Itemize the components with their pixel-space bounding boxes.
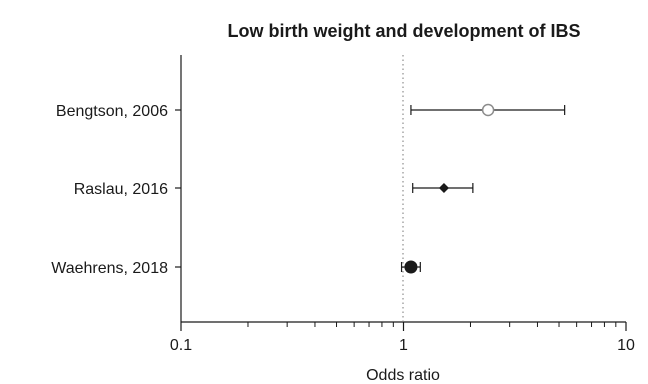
study-rows: Bengtson, 2006 Raslau, 2016 Waehrens, 2018 [51,103,566,277]
x-axis-label: Odds ratio [366,367,440,384]
x-ticks: 0.1 1 10 [170,322,635,354]
study-label: Bengtson, 2006 [56,103,168,120]
chart-title: Low birth weight and development of IBS [227,21,580,41]
x-tick-label: 10 [617,337,635,354]
x-tick-label: 1 [399,337,408,354]
study-label: Waehrens, 2018 [51,260,168,277]
point-estimate-filled-circle [404,260,418,274]
study-label: Raslau, 2016 [74,181,168,198]
point-estimate-open-circle [481,103,495,117]
point-estimate-diamond [438,183,449,193]
x-tick-label: 0.1 [170,337,192,354]
